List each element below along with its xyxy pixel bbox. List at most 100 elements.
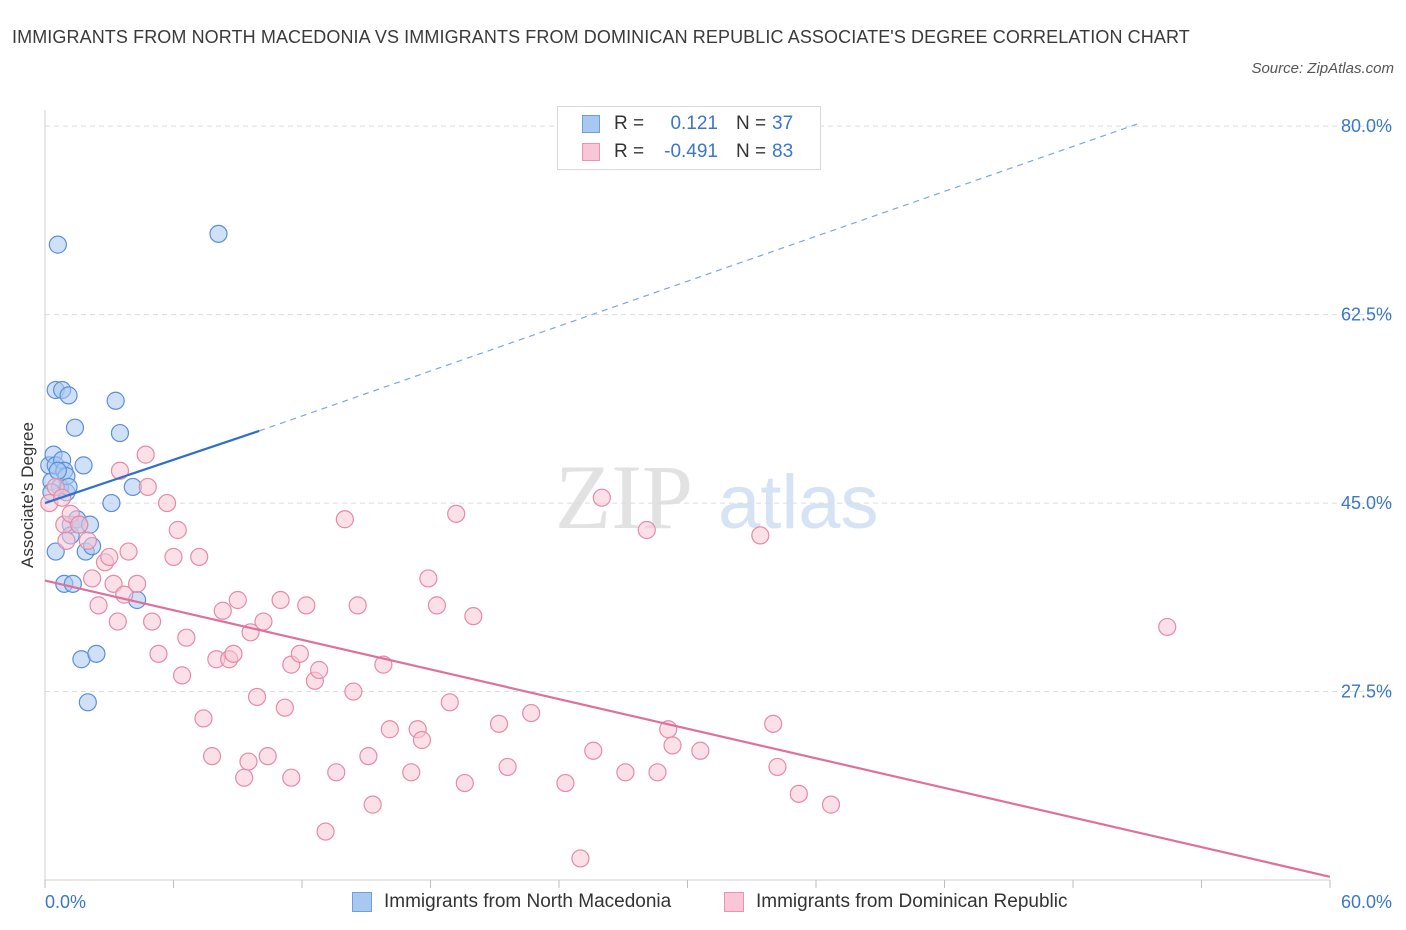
series-legend-item-north-macedonia: Immigrants from North Macedonia [352, 889, 671, 915]
point-dominican-republic [584, 741, 603, 760]
point-dominican-republic [380, 720, 399, 739]
point-dominican-republic [127, 574, 147, 593]
legend-row-north-macedonia: R = 0.121 N = 37 [582, 112, 793, 136]
point-north-macedonia [74, 456, 93, 475]
point-north-macedonia [106, 391, 125, 410]
legend-r-label: R = [614, 113, 645, 134]
point-dominican-republic [1158, 617, 1177, 637]
point-north-macedonia [102, 493, 121, 513]
point-dominican-republic [297, 596, 316, 615]
point-dominican-republic [228, 590, 247, 610]
series-legend-item-dominican-republic: Immigrants from Dominican Republic [724, 889, 1068, 915]
point-dominican-republic [282, 768, 301, 787]
point-north-macedonia [48, 235, 67, 254]
point-dominican-republic [316, 822, 335, 841]
point-dominican-republic [440, 693, 459, 712]
point-north-macedonia [63, 574, 82, 593]
point-dominican-republic [275, 698, 294, 717]
point-dominican-republic [202, 747, 222, 766]
point-north-macedonia [65, 418, 85, 437]
series-legend-label: Immigrants from Dominican Republic [756, 891, 1068, 912]
series-legend-label: Immigrants from North Macedonia [384, 891, 672, 912]
point-dominican-republic [764, 714, 783, 733]
point-north-macedonia [87, 644, 106, 663]
legend-n-value: 83 [772, 141, 794, 162]
legend-r-value: -0.491 [664, 141, 718, 162]
point-dominican-republic [213, 601, 232, 620]
point-dominican-republic [108, 612, 127, 631]
point-dominican-republic [335, 510, 354, 529]
point-dominican-republic [254, 612, 273, 631]
trend-line-dominican-republic [44, 579, 1331, 878]
point-dominican-republic [592, 488, 611, 507]
point-dominican-republic [348, 596, 367, 615]
legend-swatch-north-macedonia [582, 115, 600, 133]
point-dominican-republic [637, 520, 656, 540]
y-tick-label: 62.5% [1341, 305, 1392, 325]
y-tick-label: 80.0% [1341, 116, 1392, 136]
point-dominican-republic [119, 542, 138, 561]
point-dominican-republic [83, 569, 102, 588]
point-dominican-republic [138, 477, 157, 497]
chart-title: IMMIGRANTS FROM NORTH MACEDONIA VS IMMIG… [12, 27, 1190, 47]
point-dominican-republic [194, 709, 213, 728]
point-dominican-republic [239, 752, 258, 771]
legend-swatch-dominican-republic [582, 143, 600, 161]
point-dominican-republic [247, 687, 267, 707]
point-dominican-republic [136, 445, 155, 464]
point-dominican-republic [498, 757, 517, 777]
point-dominican-republic [344, 682, 363, 701]
point-dominican-republic [149, 644, 168, 663]
point-north-macedonia [78, 693, 97, 712]
point-north-macedonia [48, 461, 67, 480]
point-dominican-republic [464, 607, 483, 626]
y-axis-label: Associate's Degree [18, 422, 37, 568]
point-dominican-republic [522, 703, 541, 723]
point-dominican-republic [691, 741, 710, 760]
series-legend: Immigrants from North Macedonia Immigran… [0, 889, 1406, 915]
point-north-macedonia [46, 542, 65, 561]
point-dominican-republic [447, 504, 466, 523]
legend-row-dominican-republic: R = -0.491 N = 83 [582, 140, 793, 164]
trend-line-north-macedonia-extension [258, 123, 1138, 432]
y-tick-label: 27.5% [1341, 682, 1392, 702]
point-dominican-republic [235, 768, 254, 787]
point-north-macedonia [59, 386, 78, 405]
y-tick-label: 45.0% [1341, 493, 1392, 513]
point-dominican-republic [359, 747, 378, 766]
point-dominican-republic [70, 515, 89, 534]
watermark-zip: ZIP [555, 446, 693, 548]
point-dominican-republic [258, 747, 277, 766]
x-tick-label: 0.0% [45, 892, 86, 912]
point-dominican-republic [768, 757, 787, 777]
point-north-macedonia [209, 224, 228, 243]
point-dominican-republic [290, 644, 309, 663]
point-dominican-republic [427, 596, 447, 615]
series-legend-swatch [352, 892, 372, 912]
point-dominican-republic [157, 493, 177, 513]
point-dominican-republic [177, 628, 196, 647]
point-dominican-republic [57, 531, 76, 550]
watermark-atlas: atlas [718, 460, 879, 545]
point-dominican-republic [363, 795, 382, 814]
point-dominican-republic [455, 773, 474, 793]
legend-n-label: N = [736, 141, 767, 162]
point-dominican-republic [648, 763, 667, 782]
point-dominican-republic [663, 736, 682, 755]
point-dominican-republic [327, 763, 346, 782]
series-legend-swatch [724, 892, 744, 912]
chart-source: Source: ZipAtlas.com [1251, 60, 1394, 77]
point-dominican-republic [100, 547, 119, 567]
point-dominican-republic [271, 590, 290, 610]
point-dominican-republic [419, 569, 438, 588]
legend-n-value: 37 [772, 113, 794, 134]
point-dominican-republic [104, 574, 123, 593]
point-dominican-republic [78, 531, 97, 550]
point-dominican-republic [789, 784, 808, 803]
point-dominican-republic [402, 763, 421, 782]
legend-n-label: N = [736, 113, 767, 134]
point-dominican-republic [412, 730, 432, 750]
point-dominican-republic [172, 666, 192, 685]
point-dominican-republic [110, 461, 130, 480]
correlation-legend: R = 0.121 N = 37 R = -0.491 N = 83 [557, 106, 821, 170]
